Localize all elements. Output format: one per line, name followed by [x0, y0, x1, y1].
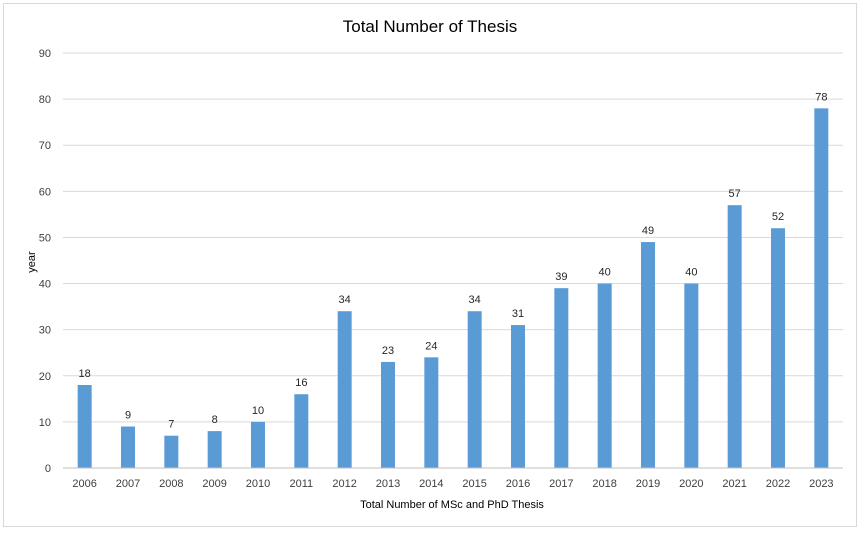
data-label-2018: 40 [599, 267, 611, 279]
data-label-2013: 23 [382, 345, 394, 357]
data-label-2006: 18 [79, 368, 91, 380]
bar-2013 [381, 361, 395, 468]
x-tick-label: 2009 [202, 478, 226, 490]
x-tick-label: 2019 [636, 478, 660, 490]
y-tick-label: 80 [39, 94, 51, 106]
bar-2007 [121, 426, 135, 468]
y-tick-label: 70 [39, 140, 51, 152]
bar-2006 [77, 385, 92, 468]
gridlines [63, 52, 843, 423]
y-tick-label: 40 [39, 279, 51, 291]
bar-2012 [337, 311, 352, 468]
bar-2021 [727, 205, 742, 468]
bar-2014 [424, 357, 439, 468]
data-label-2010: 10 [252, 405, 264, 417]
data-label-2011: 16 [295, 377, 307, 389]
bar-2020 [684, 283, 699, 468]
bar-2018 [597, 283, 612, 468]
y-tick-label: 30 [39, 325, 51, 337]
data-label-2019: 49 [642, 225, 654, 237]
x-tick-label: 2018 [592, 478, 616, 490]
y-tick-label: 50 [39, 232, 51, 244]
data-label-2008: 7 [168, 419, 174, 431]
data-label-2021: 57 [729, 188, 741, 200]
y-axis-title: year [26, 251, 38, 273]
y-tick-label: 0 [45, 463, 51, 475]
data-label-2020: 40 [685, 267, 697, 279]
x-tick-label: 2017 [549, 478, 573, 490]
chart-title: Total Number of Thesis [343, 17, 517, 36]
x-tick-label: 2013 [376, 478, 400, 490]
y-tick-label: 20 [39, 371, 51, 383]
bar-2023 [814, 108, 829, 468]
bar-2009 [207, 431, 222, 468]
data-label-2015: 34 [469, 294, 481, 306]
y-tick-label: 10 [39, 417, 51, 429]
y-tick-label: 60 [39, 186, 51, 198]
x-axis-ticks: 2006 2007 2008 2009 2010 2011 2012 2013 2014 2015… [72, 478, 833, 490]
data-label-2022: 52 [772, 211, 784, 223]
data-label-2007: 9 [125, 410, 131, 422]
bars [77, 108, 829, 468]
data-label-2016: 31 [512, 308, 524, 320]
bar-2016 [511, 325, 525, 468]
x-tick-label: 2021 [722, 478, 746, 490]
bar-2015 [467, 311, 482, 468]
x-tick-label: 2022 [766, 478, 790, 490]
x-tick-label: 2020 [679, 478, 703, 490]
data-label-2009: 8 [212, 414, 218, 426]
y-tick-label: 90 [39, 48, 51, 60]
x-tick-label: 2010 [246, 478, 270, 490]
data-label-2023: 78 [815, 91, 827, 103]
bar-2017 [554, 288, 569, 468]
x-tick-label: 2015 [462, 478, 486, 490]
bar-2010 [251, 421, 265, 468]
x-tick-label: 2007 [116, 478, 140, 490]
bar-2011 [294, 394, 309, 468]
x-tick-label: 2011 [290, 478, 314, 490]
x-tick-label: 2012 [332, 478, 356, 490]
x-tick-label: 2014 [419, 478, 443, 490]
data-label-2012: 34 [339, 294, 351, 306]
data-label-2014: 24 [425, 340, 437, 352]
bar-2008 [164, 435, 179, 468]
x-tick-label: 2023 [809, 478, 833, 490]
x-tick-label: 2006 [72, 478, 96, 490]
bar-2022 [771, 228, 785, 468]
x-axis-title: Total Number of MSc and PhD Thesis [360, 499, 544, 511]
bar-2019 [641, 242, 655, 468]
data-label-2017: 39 [555, 271, 567, 283]
x-tick-label: 2008 [159, 478, 183, 490]
y-axis-ticks: 0 10 20 30 40 50 60 70 80 90 [39, 48, 51, 475]
x-tick-label: 2016 [506, 478, 530, 490]
